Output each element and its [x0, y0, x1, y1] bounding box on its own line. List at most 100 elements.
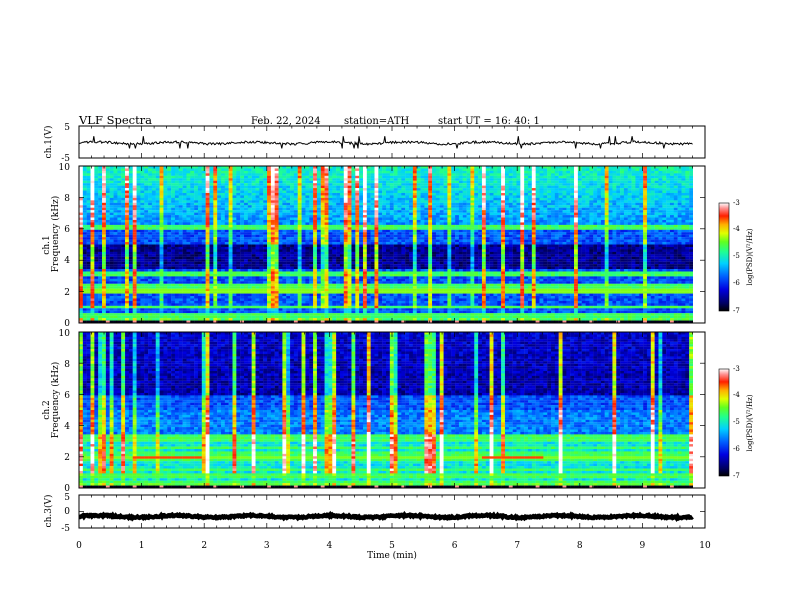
spectrogram-cell — [551, 197, 556, 201]
spectrogram-cell — [666, 188, 671, 191]
spectrogram-cell — [650, 195, 655, 199]
spectrogram-cell — [458, 168, 463, 172]
spectrogram-cell — [301, 166, 306, 169]
spectrogram-cell — [167, 205, 172, 208]
spectrogram-cell — [209, 185, 214, 189]
spectrogram-cell — [547, 195, 552, 199]
spectrogram-cell — [316, 200, 321, 203]
spectrogram-cell — [194, 168, 199, 172]
spectrogram-cell — [658, 212, 663, 216]
spectrogram-cell — [527, 197, 533, 201]
spectrogram-cell — [558, 192, 563, 196]
spectrogram-cell — [378, 180, 383, 184]
spectrogram-cell — [297, 170, 302, 174]
spectrogram-cell — [174, 188, 179, 191]
spectrogram-cell — [205, 219, 210, 223]
spectrogram-cell — [677, 237, 682, 240]
spectrogram-cell — [539, 212, 544, 216]
spectrogram-cell — [182, 217, 187, 221]
spectrogram-cell — [128, 166, 133, 169]
spectrogram-cell — [478, 173, 483, 176]
spectrogram-cell — [512, 222, 517, 225]
spectrogram-cell — [259, 170, 264, 174]
spectrogram-cell — [435, 217, 440, 221]
spectrogram-cell — [217, 202, 222, 206]
spectrogram-cell — [504, 166, 509, 169]
spectrogram-cell — [159, 202, 164, 206]
spectrogram-cell — [623, 173, 628, 176]
spectrogram-cell — [359, 195, 364, 199]
spectrogram-cell — [643, 190, 648, 194]
spectrogram-cell — [386, 188, 391, 191]
spectrogram-cell — [163, 215, 168, 218]
spectrogram-cell — [190, 205, 195, 208]
spectrogram-cell — [581, 234, 586, 238]
spectrogram-cell — [105, 215, 110, 218]
spectrogram-cell — [574, 180, 579, 184]
spectrogram-cell — [462, 224, 467, 228]
spectrogram-cell — [493, 183, 498, 186]
spectrogram-cell — [251, 192, 256, 196]
spectrogram-cell — [82, 219, 87, 223]
spectrogram-cell — [432, 229, 437, 233]
spectrogram-cell — [677, 178, 682, 181]
spectrogram-cell — [82, 173, 87, 176]
spectrogram-cell — [251, 237, 256, 240]
spectrogram-cell — [290, 197, 295, 201]
spectrogram-cell — [286, 207, 291, 211]
spectrogram-cell — [481, 212, 486, 216]
spectrogram-cell — [646, 170, 651, 174]
spectrogram-cell — [194, 222, 199, 225]
spectrogram-cell — [631, 207, 636, 211]
spectrogram-cell — [79, 190, 84, 194]
spectrogram-cell — [481, 175, 486, 179]
spectrogram-cell — [447, 183, 452, 186]
spectrogram-cell — [86, 229, 91, 233]
spectrogram-cell — [278, 207, 283, 211]
spectrogram-cell — [194, 237, 199, 240]
spectrogram-cell — [669, 224, 675, 228]
spectrogram-cell — [389, 188, 394, 191]
spectrogram-cell — [497, 229, 502, 233]
spectrogram-cell — [458, 222, 463, 225]
spectrogram-cell — [581, 168, 586, 172]
spectrogram-cell — [324, 215, 329, 218]
spectrogram-cell — [635, 215, 640, 218]
spectrogram-cell — [516, 200, 521, 203]
spectrogram-cell — [178, 168, 183, 172]
spectrogram-cell — [182, 215, 187, 218]
spectrogram-cell — [662, 200, 667, 203]
spectrogram-cell — [263, 188, 268, 191]
spectrogram-cell — [616, 210, 621, 213]
spectrogram-cell — [566, 222, 571, 225]
spectrogram-cell — [620, 188, 625, 191]
spectrogram-cell — [378, 207, 383, 211]
spectrogram-cell — [121, 173, 126, 176]
spectrogram-cell — [366, 219, 371, 223]
spectrogram-cell — [125, 200, 130, 203]
spectrogram-cell — [635, 180, 640, 184]
spectrogram-cell — [167, 185, 172, 189]
spectrogram-cell — [366, 170, 371, 174]
spectrogram-cell — [646, 222, 651, 225]
spectrogram-cell — [347, 227, 352, 230]
spectrogram-cell — [359, 170, 364, 174]
spectrogram-cell — [320, 232, 325, 235]
spectrogram-cell — [267, 190, 272, 194]
spectrogram-cell — [378, 188, 383, 191]
spectrogram-cell — [585, 224, 590, 228]
spectrogram-cell — [397, 232, 402, 235]
spectrogram-cell — [355, 232, 360, 235]
spectrogram-cell — [662, 219, 667, 223]
spectrogram-cell — [455, 227, 460, 230]
spectrogram-cell — [531, 210, 536, 213]
spectrogram-cell — [263, 202, 268, 206]
spectrogram-cell — [600, 197, 605, 201]
spectrogram-cell — [551, 229, 556, 233]
spectrogram-cell — [493, 234, 498, 238]
spectrogram-cell — [447, 202, 452, 206]
spectrogram-cell — [658, 234, 663, 238]
spectrogram-cell — [205, 200, 210, 203]
spectrogram-cell — [604, 224, 609, 228]
spectrogram-cell — [539, 168, 544, 172]
